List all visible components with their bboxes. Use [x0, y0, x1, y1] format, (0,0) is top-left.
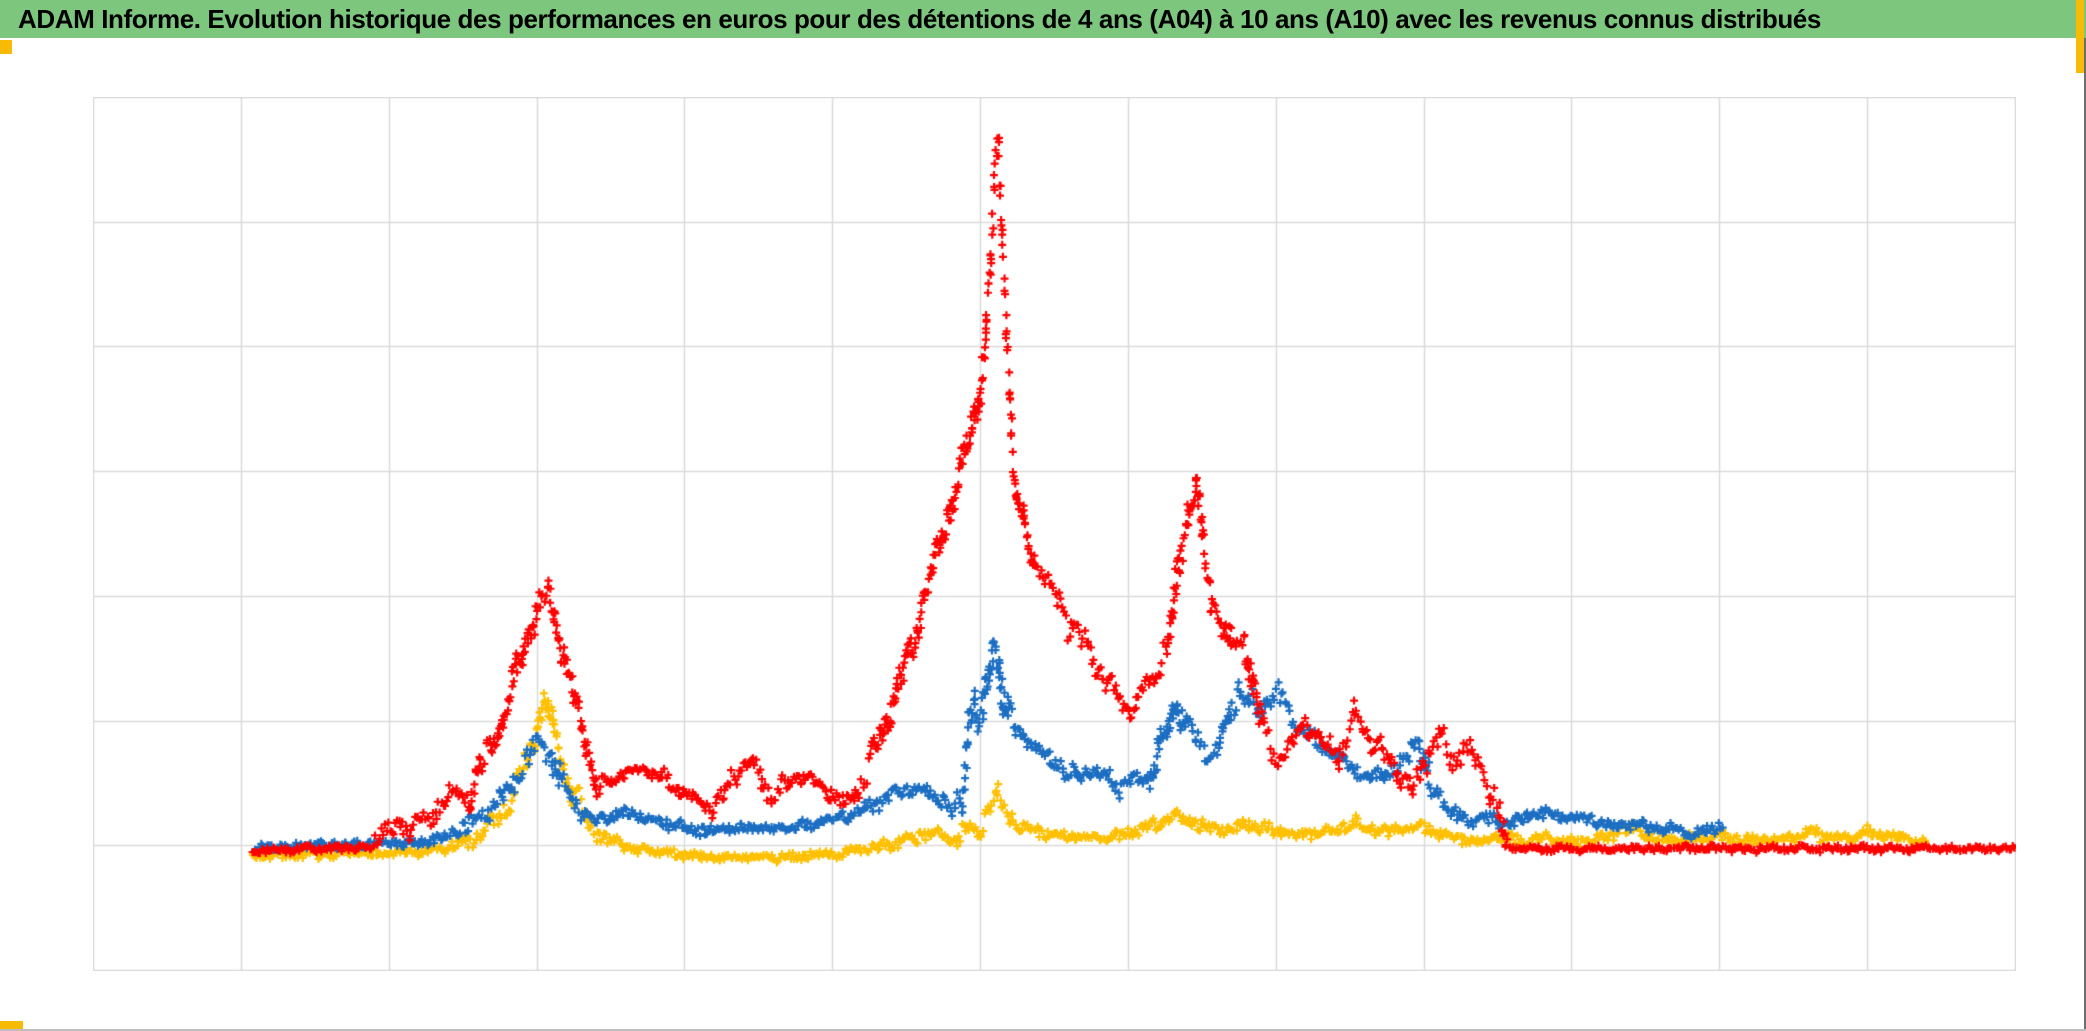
gold-accent-bottom-left — [0, 1021, 23, 1030]
window-right-edge — [2084, 38, 2086, 1031]
gold-accent-top-left — [0, 40, 12, 54]
performance-chart[interactable] — [60, 60, 2020, 975]
gold-accent-top-right — [2076, 0, 2084, 73]
scatter-plot-canvas — [93, 97, 2016, 971]
header-bar: ADAM Informe. Evolution historique des p… — [0, 0, 2086, 38]
page-title: ADAM Informe. Evolution historique des p… — [18, 3, 1821, 34]
window-bottom-edge — [0, 1029, 2086, 1031]
